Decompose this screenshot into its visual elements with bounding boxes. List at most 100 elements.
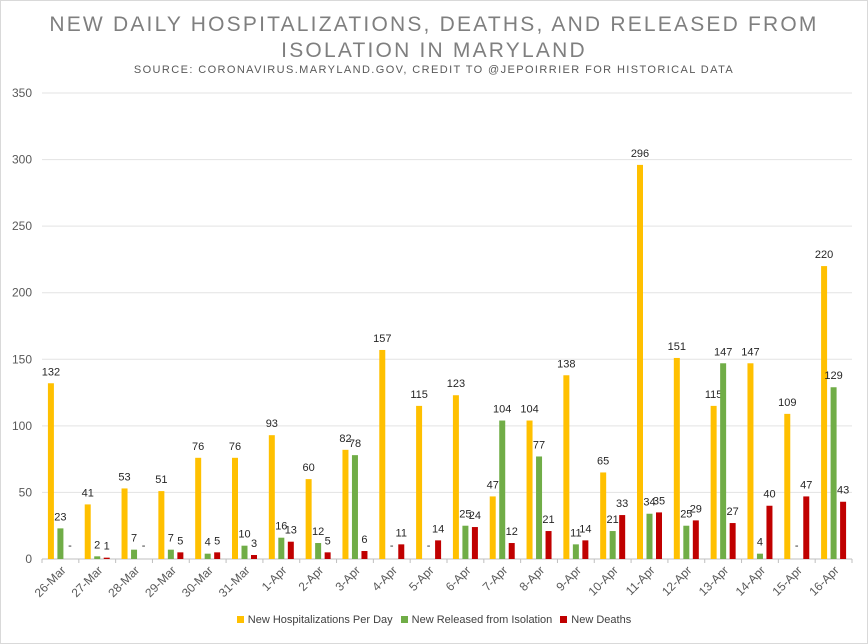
bar <box>462 525 469 559</box>
data-label-missing: - <box>68 540 72 552</box>
data-label: 4 <box>757 537 763 549</box>
bar <box>278 537 285 559</box>
data-label: 147 <box>741 346 759 358</box>
bar <box>315 543 322 559</box>
data-label: 109 <box>778 397 796 409</box>
data-label: 296 <box>631 148 649 160</box>
data-label: 60 <box>303 462 315 474</box>
data-label: 14 <box>579 523 591 535</box>
data-label: 7 <box>131 533 137 545</box>
bar <box>840 501 847 559</box>
bar <box>158 491 165 559</box>
bar <box>167 549 174 559</box>
bar <box>656 512 662 559</box>
y-tick-label: 300 <box>12 153 32 167</box>
data-label: 129 <box>824 370 842 382</box>
data-label: 3 <box>251 538 257 550</box>
bar <box>251 555 257 559</box>
legend-item: New Deaths <box>560 614 631 626</box>
x-tick-label: 10-Apr <box>585 563 620 598</box>
bar <box>57 528 64 559</box>
data-label: 41 <box>82 487 94 499</box>
x-tick-label: 16-Apr <box>806 563 841 598</box>
x-tick-label: 31-Mar <box>216 563 253 600</box>
bar <box>452 395 459 559</box>
data-label: 11 <box>570 527 581 539</box>
data-label: 23 <box>54 511 66 523</box>
bar <box>600 472 607 559</box>
legend-swatch <box>560 616 568 623</box>
y-tick-label: 350 <box>12 86 32 100</box>
data-label: 24 <box>469 510 481 522</box>
data-label: 132 <box>42 366 60 378</box>
legend-label: New Hospitalizations Per Day <box>247 614 393 626</box>
bar <box>766 505 773 559</box>
data-label: 115 <box>410 389 428 401</box>
y-tick-label: 100 <box>12 419 32 433</box>
bar <box>526 420 533 559</box>
bar <box>536 456 543 559</box>
y-tick-label: 200 <box>12 286 32 300</box>
bar <box>214 552 221 559</box>
x-tick-label: 4-Apr <box>369 563 400 594</box>
data-label: 157 <box>373 333 391 345</box>
data-label: 77 <box>533 439 545 451</box>
data-label: 25 <box>680 509 692 521</box>
bar <box>710 405 717 559</box>
bar <box>416 405 423 559</box>
data-label: 93 <box>266 418 278 430</box>
bar <box>268 435 275 559</box>
data-label: 12 <box>506 526 518 538</box>
y-tick-label: 0 <box>25 552 32 566</box>
bar <box>637 164 643 559</box>
bar <box>84 504 91 559</box>
chart-title: NEW DAILY HOSPITALIZATIONS, DEATHS, AND … <box>49 13 819 62</box>
bar <box>673 357 680 559</box>
data-label: 4 <box>205 537 211 549</box>
x-tick-label: 12-Apr <box>659 563 694 598</box>
x-tick-label: 14-Apr <box>733 563 768 598</box>
y-tick-label: 150 <box>12 352 32 366</box>
bar <box>342 449 349 559</box>
data-label: 13 <box>285 525 297 537</box>
data-label: 5 <box>177 535 183 547</box>
data-label: 33 <box>616 498 628 510</box>
data-label: 11 <box>396 527 407 539</box>
data-label: 10 <box>238 529 250 541</box>
legend-label: New Deaths <box>571 614 632 626</box>
bar <box>287 541 294 559</box>
bar <box>177 552 184 559</box>
data-label: 47 <box>487 479 499 491</box>
data-label: 138 <box>557 358 575 370</box>
legend: New Hospitalizations Per Day New Released… <box>0 614 868 626</box>
x-tick-label: 1-Apr <box>259 563 290 594</box>
x-tick-label: 3-Apr <box>332 563 363 594</box>
data-label: 40 <box>763 489 775 501</box>
data-label: 78 <box>349 438 361 450</box>
x-tick-label: 30-Mar <box>179 563 216 600</box>
data-label: 151 <box>668 341 686 353</box>
bar <box>692 520 699 559</box>
bar <box>683 525 690 559</box>
bar <box>821 266 828 559</box>
data-label-missing: - <box>390 540 394 552</box>
data-label: 1 <box>104 541 110 553</box>
data-label: 6 <box>361 534 367 546</box>
x-tick-label: 29-Mar <box>142 563 179 600</box>
bar <box>379 349 386 559</box>
chart-subtitle: SOURCE: CORONAVIRUS.MARYLAND.GOV, CREDIT… <box>133 64 735 76</box>
bar <box>572 544 579 559</box>
x-tick-label: 2-Apr <box>296 563 327 594</box>
bar <box>195 457 202 559</box>
x-tick-label: 7-Apr <box>480 563 511 594</box>
bar <box>545 531 552 559</box>
bar <box>619 515 626 559</box>
x-tick-label: 28-Mar <box>105 563 142 600</box>
data-label: 12 <box>312 526 324 538</box>
bar <box>784 413 791 559</box>
data-label: 104 <box>493 404 511 416</box>
x-tick-label: 6-Apr <box>443 563 474 594</box>
bar <box>241 545 248 559</box>
data-label: 14 <box>432 523 444 535</box>
